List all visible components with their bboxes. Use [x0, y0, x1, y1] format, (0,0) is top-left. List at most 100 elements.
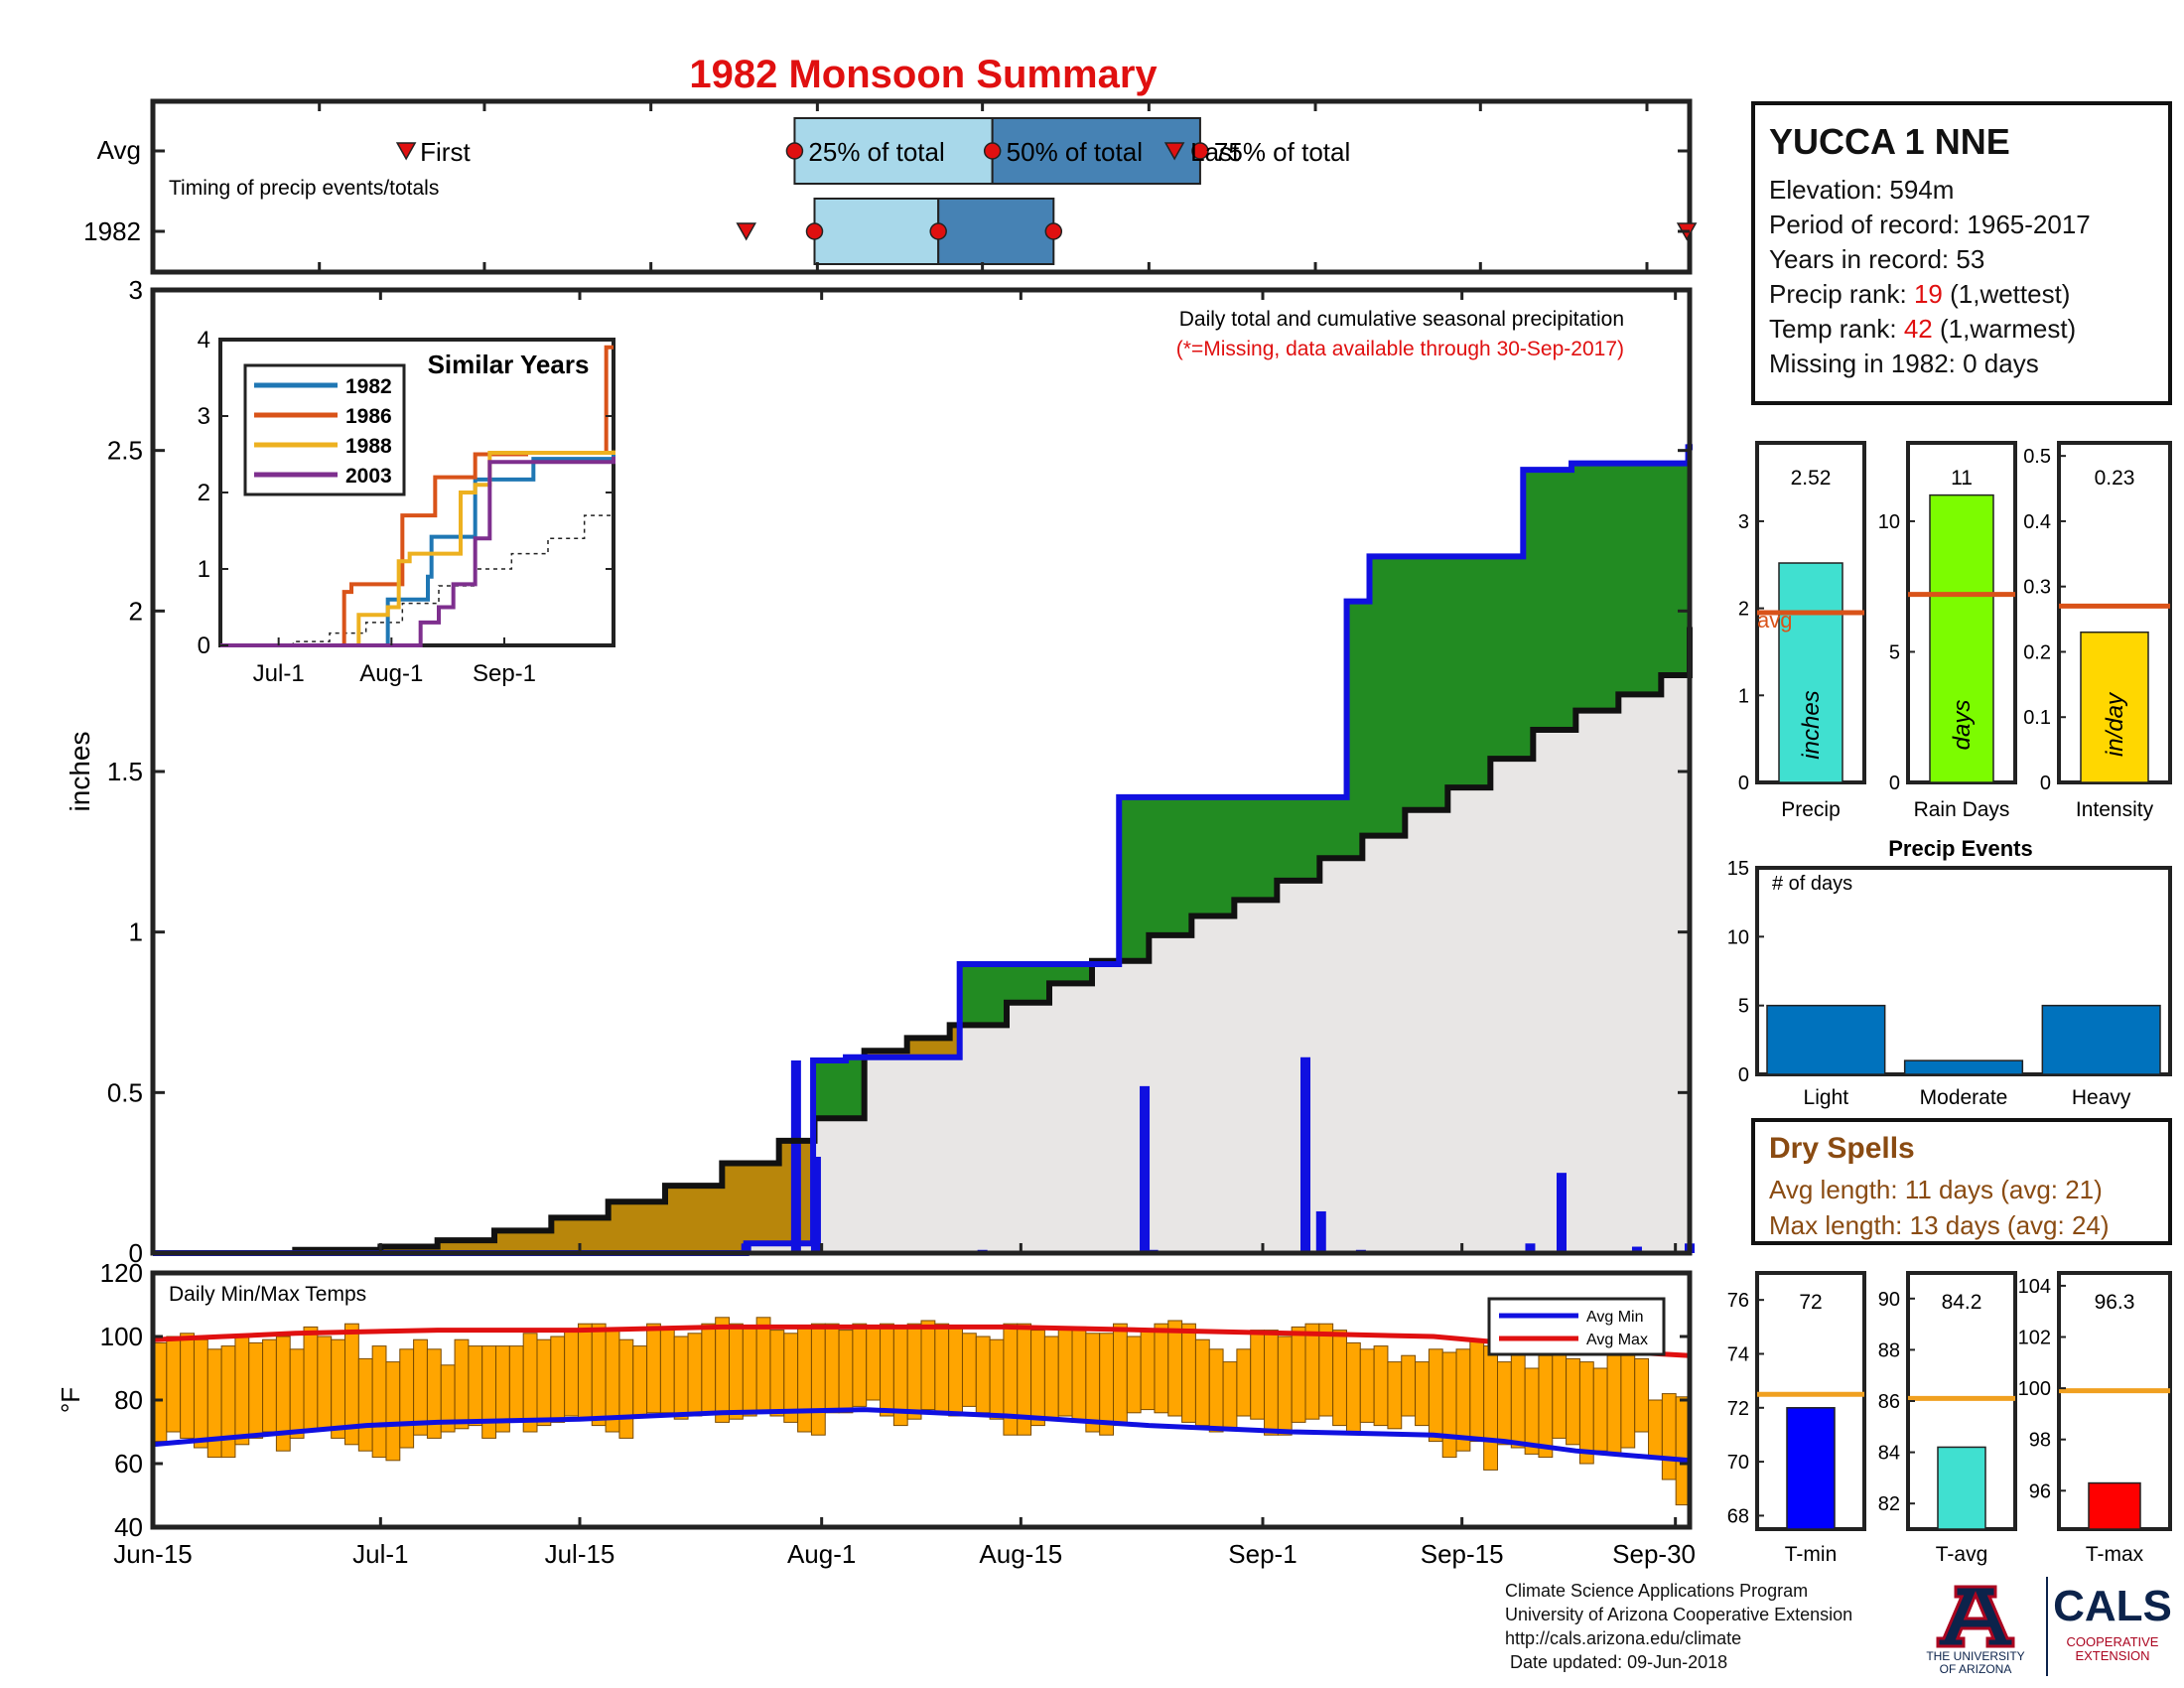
- daily-temp-bar: [262, 1338, 277, 1433]
- timing-first-last-marker: [736, 222, 756, 241]
- x-tick-label: Jul-1: [352, 1539, 408, 1569]
- daily-temp-bar: [1428, 1348, 1443, 1443]
- inset-y-label: 0: [198, 633, 210, 659]
- tsum-bar: [1786, 1407, 1836, 1530]
- daily-temp-bar: [1181, 1323, 1196, 1423]
- events-title: Precip Events: [1888, 836, 2033, 861]
- temp-y-label: 120: [100, 1258, 143, 1288]
- daily-temp-bar: [166, 1336, 182, 1433]
- main-ylabel: inches: [65, 732, 95, 812]
- daily-temp-bar: [906, 1323, 922, 1420]
- inset-title: Similar Years: [428, 350, 590, 379]
- inset-x-label: Jul-1: [253, 660, 305, 687]
- station-temp-rank: Temp rank: 42 (1,warmest): [1769, 314, 2077, 344]
- y-tick-label: 1.5: [107, 757, 143, 786]
- daily-temp-bar: [357, 1357, 373, 1452]
- daily-temp-bar: [852, 1323, 868, 1407]
- temp-ylabel: °F: [56, 1387, 85, 1413]
- footer-line: University of Arizona Cooperative Extens…: [1505, 1605, 1853, 1624]
- footer-line: http://cals.arizona.edu/climate: [1505, 1628, 1742, 1648]
- daily-temp-bar: [1552, 1351, 1568, 1439]
- station-name: YUCCA 1 NNE: [1769, 121, 2010, 162]
- daily-temp-bar: [1510, 1348, 1526, 1449]
- tsum-y-label: 72: [1727, 1398, 1749, 1420]
- tsum-y-label: 100: [2018, 1378, 2051, 1400]
- timing-row-avg-label: Avg: [97, 135, 141, 165]
- inset-y-label: 2: [198, 480, 210, 506]
- timing-first-last-marker: [395, 142, 417, 161]
- tsum-bar: [1937, 1446, 1986, 1530]
- temp-legend: Avg Min Avg Max: [1487, 1297, 1666, 1356]
- inset-y-label: 3: [198, 403, 210, 430]
- tsum-y-label: 84: [1878, 1443, 1900, 1465]
- timing-first-last-marker: [1163, 142, 1185, 161]
- temp-summary-panels: 68 70 72 74 76 72 T-min 82 84 86 88 90 84.2 T-avg 96 98…: [1727, 1271, 2172, 1566]
- daily-temp-bar: [577, 1323, 593, 1420]
- station-years: Years in record: 53: [1769, 244, 1985, 274]
- daily-precip-bar: [1525, 1243, 1536, 1253]
- daily-temp-bar: [1332, 1330, 1347, 1427]
- timing-subtitle: Timing of precip events/totals: [169, 177, 439, 200]
- precip-panel: 0 0.5 1 1.5 2 2.5 3 inches Daily total and cum…: [65, 275, 1695, 1268]
- summary-y-label: 10: [1878, 511, 1900, 533]
- tsum-value: 84.2: [1942, 1291, 1982, 1314]
- avg-min-line: [152, 1407, 1691, 1464]
- events-bar: [2041, 1004, 2161, 1075]
- daily-temp-bar: [824, 1323, 840, 1414]
- tsum-y-label: 98: [2029, 1430, 2051, 1452]
- daily-temp-bar: [180, 1333, 195, 1439]
- inset-legend-label: 2003: [345, 465, 392, 488]
- daily-temp-bar: [1126, 1336, 1142, 1414]
- footer-line: Climate Science Applications Program: [1505, 1581, 1809, 1601]
- daily-temp-bar: [618, 1338, 634, 1439]
- daily-temp-bar: [468, 1345, 483, 1427]
- daily-temp-bar: [564, 1330, 579, 1417]
- timing-box-25-50: [813, 198, 940, 265]
- daily-temp-bar: [755, 1317, 771, 1414]
- tsum-y-label: 76: [1727, 1290, 1749, 1312]
- events-bar: [1903, 1059, 2024, 1075]
- tsum-y-label: 86: [1878, 1391, 1900, 1413]
- daily-temp-bar: [1264, 1330, 1279, 1436]
- daily-temp-bar: [234, 1336, 250, 1446]
- cals-sub-2: EXTENSION: [2075, 1648, 2149, 1663]
- daily-temp-bar: [920, 1320, 936, 1411]
- tsum-y-label: 70: [1727, 1452, 1749, 1474]
- daily-precip-bar: [1140, 1085, 1151, 1253]
- events-y-label: 5: [1738, 996, 1749, 1018]
- daily-temp-bar: [303, 1326, 319, 1433]
- cals-logo: CALS COOPERATIVE EXTENSION: [2046, 1577, 2172, 1676]
- daily-temp-bar: [880, 1323, 894, 1417]
- x-tick-label: Jul-15: [545, 1539, 615, 1569]
- tsum-category-label: T-min: [1785, 1543, 1838, 1566]
- legend-avg-min: Avg Min: [1586, 1309, 1644, 1326]
- inset-y-label: 4: [198, 327, 210, 353]
- daily-temp-bar: [550, 1336, 566, 1423]
- dry-spells-max: Max length: 13 days (avg: 24): [1769, 1210, 2110, 1240]
- tsum-value: 96.3: [2095, 1291, 2135, 1314]
- cals-text: CALS: [2053, 1582, 2172, 1630]
- daily-temp-bar: [810, 1323, 826, 1436]
- daily-temp-bar: [331, 1338, 345, 1439]
- temp-y-label: 100: [100, 1322, 143, 1351]
- summary-value: 2.52: [1791, 467, 1832, 490]
- daily-temp-bar: [659, 1326, 675, 1414]
- daily-temp-bar: [481, 1345, 497, 1439]
- block-a-icon: [1936, 1585, 2015, 1648]
- summary-y-label: 3: [1738, 511, 1749, 533]
- y-tick-label: 0: [129, 1238, 143, 1268]
- dry-spells-avg: Avg length: 11 days (avg: 21): [1769, 1175, 2103, 1204]
- year-cumulative-line: [153, 444, 1693, 1256]
- daily-temp-bar: [1359, 1348, 1375, 1423]
- summary-y-label: 1: [1738, 685, 1749, 707]
- daily-temp-bar: [1566, 1357, 1580, 1446]
- timing-panel: First 25% of total 50% of total 75% of tota…: [83, 98, 1698, 275]
- daily-temp-bar: [1661, 1393, 1677, 1480]
- events-ylabel: # of days: [1772, 873, 1852, 895]
- dry-spells-title: Dry Spells: [1769, 1132, 1915, 1165]
- daily-temp-bar: [1291, 1326, 1306, 1423]
- inset-avg-line: [220, 495, 614, 646]
- daily-temp-bar: [1222, 1361, 1238, 1430]
- summary-value: 0.23: [2095, 467, 2135, 490]
